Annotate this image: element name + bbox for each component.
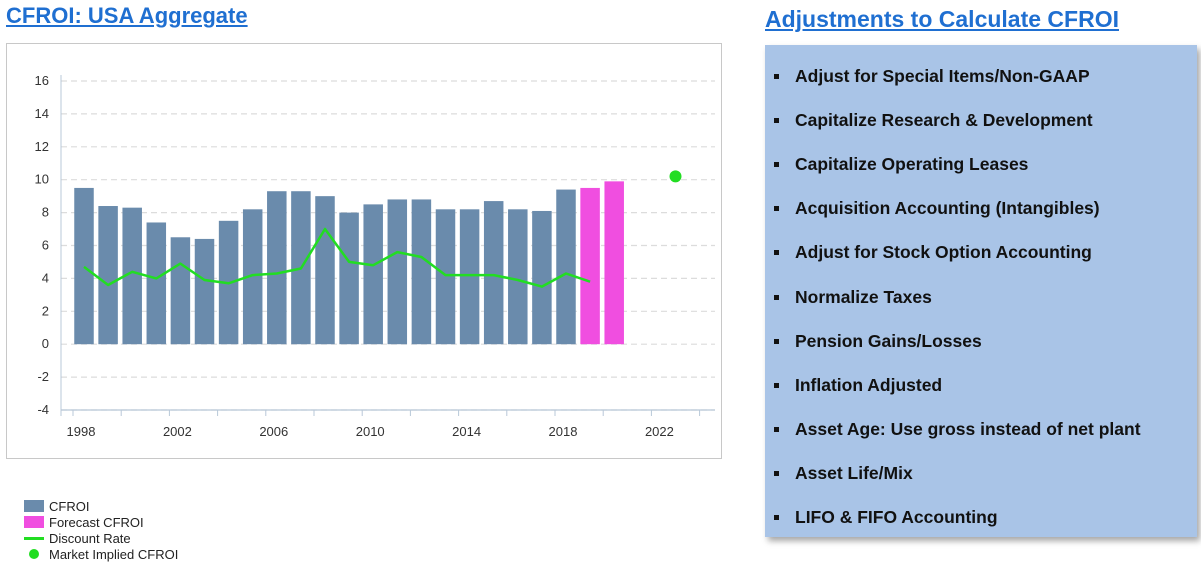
cfroi-bar (459, 209, 480, 345)
adjustment-label: Pension Gains/Losses (795, 330, 982, 351)
y-tick-label: 0 (42, 336, 49, 351)
cfroi-bar (556, 189, 576, 345)
legend-item-forecast[interactable]: Forecast CFROI (24, 514, 178, 530)
legend-swatch-market-implied (29, 549, 39, 559)
legend-swatch-forecast (24, 516, 44, 528)
cfroi-bar (435, 209, 456, 345)
y-tick-label: 2 (42, 303, 49, 318)
bullet-icon (774, 250, 779, 256)
market-implied-layer (669, 170, 682, 183)
adjustment-item: Asset Age: Use gross instead of net plan… (765, 408, 1197, 452)
legend-label-cfroi: CFROI (49, 498, 90, 514)
cfroi-bar (508, 209, 528, 345)
adjustment-label: Adjust for Stock Option Accounting (795, 242, 1092, 263)
adjustments-list: Adjust for Special Items/Non-GAAP Capita… (765, 54, 1197, 540)
x-tick-label: 1998 (67, 424, 96, 439)
cfroi-bar (98, 206, 118, 345)
y-tick-label: 14 (35, 106, 49, 121)
y-tick-label: 16 (35, 73, 49, 88)
y-tick-label: 6 (42, 238, 49, 253)
x-tick-label: 2014 (452, 424, 481, 439)
legend-label-market-implied: Market Implied CFROI (49, 546, 179, 562)
adjustment-label: Capitalize Operating Leases (795, 153, 1029, 174)
adjustment-label: Adjust for Special Items/Non-GAAP (795, 65, 1090, 86)
forecast-bar (580, 187, 600, 345)
cfroi-bar (387, 199, 408, 345)
forecast-bar (604, 181, 624, 345)
adjustment-item: Capitalize Operating Leases (765, 142, 1197, 186)
bullet-icon (774, 73, 779, 79)
x-axis-ticks: 1998 2002 2006 2010 2014 2018 2022 (67, 424, 674, 439)
discount-rate-layer (83, 227, 591, 288)
adjustment-label: Normalize Taxes (795, 286, 932, 307)
cfroi-bar (242, 209, 263, 345)
y-tick-label: -2 (37, 369, 49, 384)
adjustment-item: Acquisition Accounting (Intangibles) (765, 187, 1197, 231)
chart-title[interactable]: CFROI: USA Aggregate (6, 3, 248, 28)
adjustment-label: LIFO & FIFO Accounting (795, 507, 998, 528)
legend-item-discount-rate[interactable]: Discount Rate (24, 530, 178, 546)
x-tick-label: 2018 (549, 424, 578, 439)
adjustment-label: Asset Life/Mix (795, 463, 913, 484)
adjustment-item: Capitalize Research & Development (765, 98, 1197, 142)
cfroi-bar (146, 222, 167, 345)
adjustment-item: Adjust for Stock Option Accounting (765, 231, 1197, 275)
bullet-icon (774, 382, 779, 388)
x-tick-label: 2002 (163, 424, 192, 439)
cfroi-bar (411, 199, 432, 345)
cfroi-bar (363, 204, 383, 345)
legend-item-market-implied[interactable]: Market Implied CFROI (24, 546, 178, 562)
adjustment-item: Asset Life/Mix (765, 452, 1197, 496)
x-tick-label: 2022 (645, 424, 674, 439)
y-tick-label: -4 (37, 402, 49, 417)
legend-item-cfroi[interactable]: CFROI (24, 498, 178, 514)
cfroi-bar (170, 237, 191, 345)
legend-swatch-discount-rate (24, 536, 44, 540)
adjustments-panel: Adjust for Special Items/Non-GAAP Capita… (765, 45, 1197, 537)
cfroi-bar (122, 207, 142, 345)
bars (74, 181, 624, 345)
cfroi-bar (339, 212, 359, 345)
bullet-icon (774, 117, 779, 123)
y-tick-label: 8 (42, 205, 49, 220)
y-tick-label: 12 (35, 139, 49, 154)
bullet-icon (774, 161, 779, 167)
bullet-icon (774, 515, 779, 521)
bullet-icon (774, 338, 779, 344)
bullet-icon (774, 294, 779, 300)
y-tick-label: 4 (42, 270, 49, 285)
adjustments-title[interactable]: Adjustments to Calculate CFROI (765, 6, 1119, 32)
adjustment-label: Asset Age: Use gross instead of net plan… (795, 419, 1141, 440)
cfroi-bar (74, 187, 94, 345)
x-axis (60, 75, 715, 416)
x-tick-label: 2006 (259, 424, 288, 439)
adjustment-label: Acquisition Accounting (Intangibles) (795, 198, 1100, 219)
adjustment-item: Adjust for Special Items/Non-GAAP (765, 54, 1197, 98)
discount-rate-line (83, 227, 591, 288)
legend-swatch-cfroi (24, 500, 44, 512)
bullet-icon (774, 206, 779, 212)
cfroi-chart: 16 14 12 10 8 6 4 2 0 -2 -4 1998 2002 2006 2010 2014 20… (35, 73, 715, 439)
bullet-icon (774, 427, 779, 433)
adjustment-label: Inflation Adjusted (795, 374, 943, 395)
adjustment-item: Pension Gains/Losses (765, 319, 1197, 363)
bullet-icon (774, 471, 779, 477)
y-axis-ticks: 16 14 12 10 8 6 4 2 0 -2 -4 (35, 73, 49, 417)
cfroi-bar (532, 210, 552, 345)
adjustment-item: Normalize Taxes (765, 275, 1197, 319)
adjustment-label: Capitalize Research & Development (795, 109, 1093, 130)
cfroi-bar (315, 196, 335, 345)
legend-label-forecast: Forecast CFROI (49, 514, 144, 530)
adjustment-item: LIFO & FIFO Accounting (765, 496, 1197, 540)
adjustment-item: Inflation Adjusted (765, 363, 1197, 407)
cfroi-bar (267, 191, 287, 345)
y-tick-label: 10 (35, 172, 49, 187)
chart-legend: CFROI Forecast CFROI Discount Rate Marke… (24, 498, 178, 562)
cfroi-bar (194, 238, 215, 345)
market-implied-point (669, 170, 682, 183)
cfroi-bar (483, 201, 504, 345)
legend-label-discount-rate: Discount Rate (49, 530, 131, 546)
chart-container: 16 14 12 10 8 6 4 2 0 -2 -4 1998 2002 2006 2010 2014 20… (6, 43, 722, 459)
x-tick-label: 2010 (356, 424, 385, 439)
